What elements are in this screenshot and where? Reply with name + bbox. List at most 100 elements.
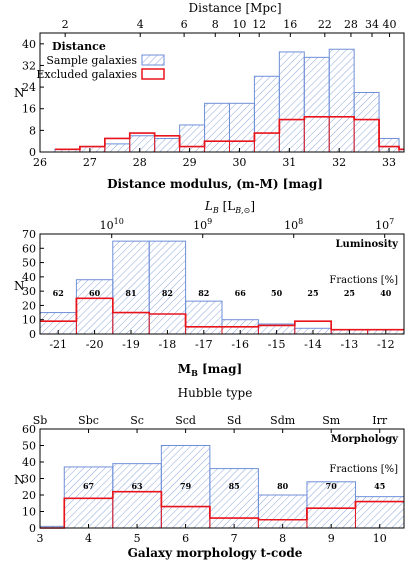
y-tick-label: 30 bbox=[22, 473, 36, 486]
y-tick-label: 40 bbox=[22, 271, 36, 284]
fraction-label: 80 bbox=[277, 481, 289, 491]
legend-excluded-label: Excluded galaxies bbox=[36, 68, 137, 81]
fraction-label: 63 bbox=[131, 481, 143, 491]
luminosity-panel: LB [LB,⊙] -21 -20 -19 -18 -17 -16 -15 -14 -13 -12… bbox=[14, 199, 405, 378]
x-tick-label: 33 bbox=[382, 156, 396, 169]
y-tick-label: 30 bbox=[22, 285, 36, 298]
fraction-label: 67 bbox=[83, 481, 94, 491]
y-tick-label: 60 bbox=[22, 242, 36, 255]
x-tick-label: 9 bbox=[328, 532, 335, 545]
sample-bar bbox=[257, 494, 308, 529]
morphology-y-axis-label: N bbox=[14, 473, 25, 487]
luminosity-top-axis-label: LB [LB,⊙] bbox=[204, 199, 255, 215]
morphology-fractions-label: Fractions [%] bbox=[329, 464, 398, 475]
fraction-label: 70 bbox=[326, 481, 338, 491]
top-tick-label: Sb bbox=[33, 414, 48, 427]
luminosity-plot-frame bbox=[39, 233, 405, 335]
distance-top-axis-label: Distance [Mpc] bbox=[188, 1, 281, 15]
x-tick-label: 26 bbox=[33, 156, 47, 169]
sample-bar bbox=[209, 468, 259, 529]
top-tick-label: 107 bbox=[375, 217, 394, 232]
x-tick-label: -16 bbox=[231, 338, 249, 351]
x-tick-label: 30 bbox=[232, 156, 246, 169]
luminosity-panel-title: Luminosity bbox=[336, 239, 400, 250]
fraction-label: 25 bbox=[344, 288, 355, 298]
fraction-label: 85 bbox=[229, 481, 240, 491]
distance-histogram bbox=[54, 48, 405, 153]
x-tick-label: 8 bbox=[279, 532, 286, 545]
x-tick-label: 3 bbox=[37, 532, 44, 545]
top-tick-label: Irr bbox=[372, 414, 388, 427]
x-tick-label: 7 bbox=[231, 532, 238, 545]
excluded-step-line bbox=[54, 116, 404, 151]
top-tick-label: Sbc bbox=[78, 414, 99, 427]
sample-bar bbox=[185, 300, 223, 335]
luminosity-fractions: 62 60 81 82 82 66 50 25 25 40 bbox=[53, 288, 392, 298]
luminosity-x-axis-label: MB [mag] bbox=[178, 362, 242, 378]
x-tick-label: 29 bbox=[183, 156, 197, 169]
morphology-plot-frame bbox=[39, 428, 405, 529]
sample-bar bbox=[79, 146, 106, 153]
distance-y-axis-label: N bbox=[14, 86, 25, 100]
sample-bar bbox=[112, 463, 162, 529]
legend-sample-swatch bbox=[141, 54, 165, 66]
y-tick-label: 10 bbox=[22, 506, 36, 519]
top-tick-label: Sc bbox=[130, 414, 144, 427]
fraction-label: 82 bbox=[162, 288, 173, 298]
x-tick-label: 4 bbox=[85, 532, 92, 545]
top-tick-label: 34 bbox=[365, 18, 379, 31]
x-tick-label: -14 bbox=[304, 338, 322, 351]
top-tick-label: 8 bbox=[212, 18, 219, 31]
x-tick-label: 6 bbox=[182, 532, 189, 545]
y-tick-label: 10 bbox=[22, 314, 36, 327]
fraction-label: 50 bbox=[271, 288, 283, 298]
top-tick-label: 108 bbox=[284, 217, 303, 232]
sample-bar bbox=[306, 481, 356, 529]
legend-excluded-swatch bbox=[141, 68, 165, 80]
top-tick-label: 2 bbox=[62, 18, 69, 31]
sample-bar bbox=[179, 124, 206, 153]
x-tick-label: 5 bbox=[134, 532, 141, 545]
sample-bar bbox=[63, 466, 114, 529]
y-tick-label: 0 bbox=[29, 328, 36, 341]
sample-bar bbox=[353, 92, 380, 153]
luminosity-histogram bbox=[39, 240, 405, 335]
morphology-fractions: 67 63 79 85 80 70 45 bbox=[83, 481, 385, 491]
sample-bar bbox=[160, 445, 211, 529]
x-tick-label: 27 bbox=[83, 156, 97, 169]
sample-bar bbox=[104, 143, 131, 153]
top-tick-label: 4 bbox=[137, 18, 144, 31]
y-tick-label: 20 bbox=[22, 489, 36, 502]
y-tick-label: 40 bbox=[22, 456, 36, 469]
distance-legend: Distance Sample galaxies Excluded galaxi… bbox=[36, 40, 165, 81]
top-tick-label: 6 bbox=[181, 18, 188, 31]
sample-bar bbox=[278, 51, 305, 153]
luminosity-fractions-label: Fractions [%] bbox=[329, 275, 398, 286]
distance-plot-frame bbox=[39, 32, 405, 153]
fraction-label: 45 bbox=[374, 481, 385, 491]
y-tick-label: 0 bbox=[29, 146, 36, 159]
fraction-label: 66 bbox=[235, 288, 247, 298]
x-tick-label: 31 bbox=[282, 156, 296, 169]
sample-bar bbox=[112, 240, 150, 335]
x-tick-label: -12 bbox=[377, 338, 395, 351]
top-tick-label: 10 bbox=[232, 18, 246, 31]
y-tick-label: 0 bbox=[29, 522, 36, 535]
fraction-label: 82 bbox=[198, 288, 209, 298]
fraction-label: 40 bbox=[380, 288, 392, 298]
sample-bar bbox=[204, 102, 230, 153]
x-tick-label: -19 bbox=[122, 338, 140, 351]
distance-x-axis-label: Distance modulus, (m-M) [mag] bbox=[107, 177, 323, 191]
distance-panel: Distance [Mpc] 26 27 28 29 30 31 32 33081624324… bbox=[14, 1, 405, 191]
top-tick-label: Sm bbox=[322, 414, 341, 427]
y-tick-label: 16 bbox=[22, 103, 36, 116]
luminosity-axes: -21 -20 -19 -18 -17 -16 -15 -14 -13 -120102030405… bbox=[22, 217, 395, 351]
fraction-label: 81 bbox=[125, 288, 136, 298]
sample-bar bbox=[148, 240, 187, 335]
y-tick-label: 60 bbox=[22, 423, 36, 436]
y-tick-label: 70 bbox=[22, 228, 36, 241]
morphology-top-axis-label: Hubble type bbox=[178, 386, 253, 400]
sample-bar bbox=[303, 56, 330, 153]
